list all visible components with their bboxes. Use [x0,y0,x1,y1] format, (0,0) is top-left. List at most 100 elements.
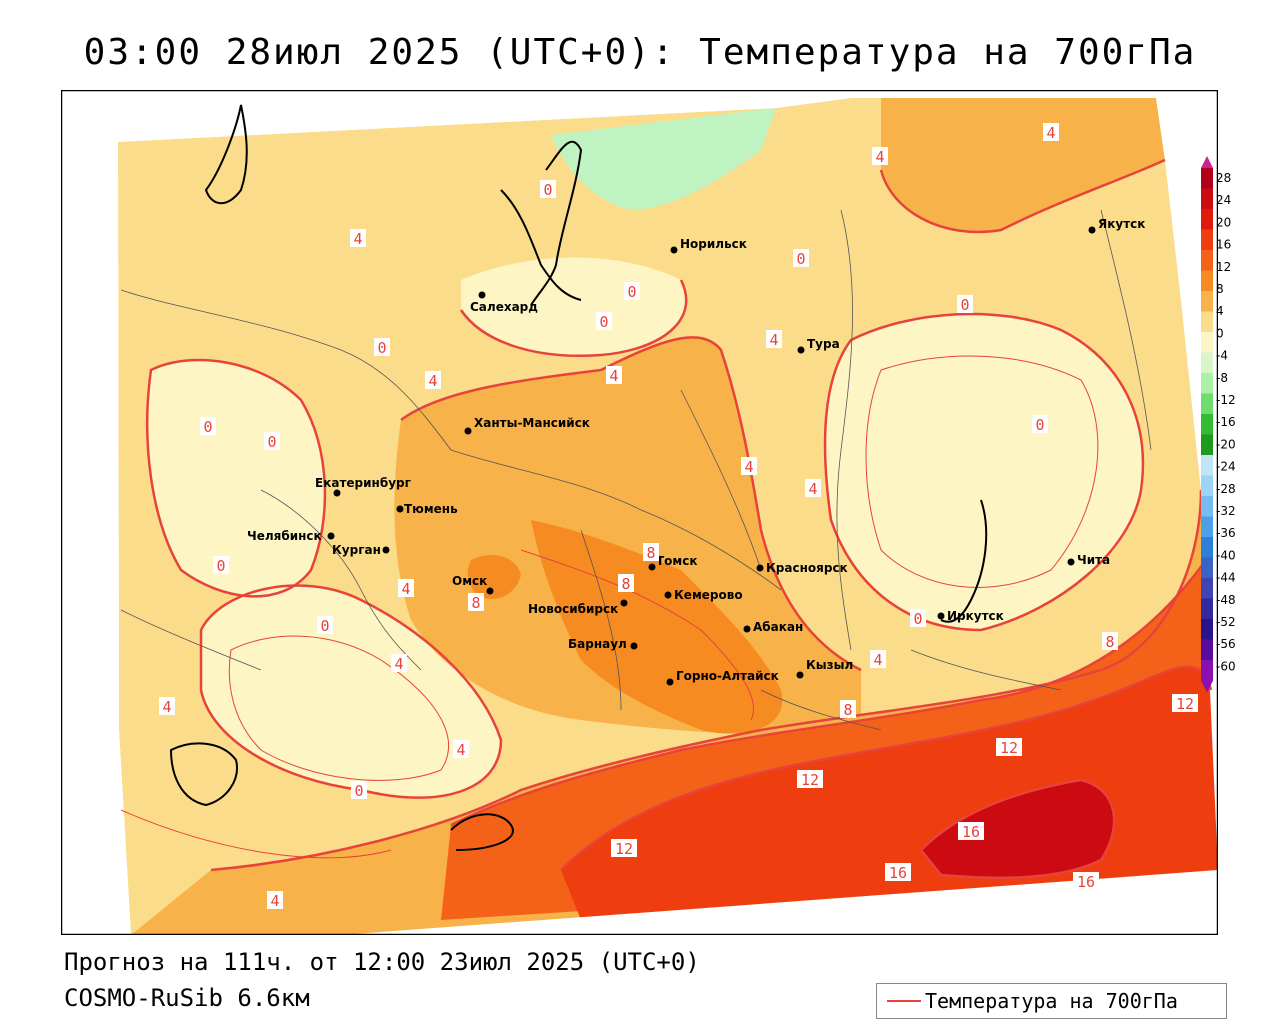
colorbar-swatch [1201,168,1213,189]
colorbar-swatch [1201,639,1213,660]
contour-label: 0 [320,617,329,635]
city-label: Салехард [470,300,538,314]
contour-label-box [213,556,229,574]
contour-label: 0 [913,610,922,628]
city-label: Томск [656,554,698,568]
city-label: Кемерово [674,588,743,602]
contour-label-box [317,616,333,634]
colorbar-swatch [1201,270,1213,291]
contour-label: 0 [796,250,805,268]
contour-label-box [468,593,484,611]
colorbar-swatch [1201,250,1213,271]
contour-label-box [200,417,216,435]
colorbar-label: 16 [1216,238,1231,252]
contour-label: 8 [621,575,630,593]
contour-label-box [453,740,469,758]
contour-label: 4 [875,148,884,166]
contour-label: 8 [1105,633,1114,651]
contour-label-box [1073,872,1099,890]
city-marker [756,564,764,572]
colorbar-label: 8 [1216,282,1224,296]
colorbar-label: -20 [1216,437,1236,451]
contour-label-box [596,312,612,330]
city-label: Иркутск [947,609,1004,623]
contour-label-box [805,479,821,497]
contour-label: 0 [627,283,636,301]
colorbar-swatch [1201,557,1213,578]
city-marker [630,642,638,650]
city-marker [670,246,678,254]
green-region-taymyr [551,108,776,210]
city-label: Новосибирск [528,602,618,616]
contour-label-box [1032,415,1048,433]
contour-label: 4 [270,892,279,910]
contour-label-box [398,579,414,597]
colorbar-label: -52 [1216,615,1236,629]
warm-region-northeast [881,98,1165,232]
city-label: Абакан [753,620,803,634]
colorbar-swatches [1201,156,1213,693]
city-marker [1088,226,1096,234]
city-markers: Норильск Якутск Салехард Тура Ханты-Мансийск… [247,217,1145,686]
contour-label-box [374,338,390,356]
colorbar-label: 0 [1216,326,1224,340]
colorbar-swatch [1201,291,1213,312]
contour-label-box [643,543,659,561]
contour-label: 12 [615,840,633,858]
colorbar-label: -4 [1216,349,1228,363]
contour-label: 0 [599,313,608,331]
city-marker [620,599,628,607]
city-label: Екатеринбург [315,476,411,490]
model-caption: COSMO-RuSib 6.6км [64,984,310,1012]
contour-label: 4 [428,372,437,390]
contour-label: 0 [267,433,276,451]
colorbar-swatch [1201,578,1213,599]
city-marker [396,505,404,513]
contour-label-box [1043,123,1059,141]
contour-label: 0 [203,418,212,436]
city-label: Красноярск [766,561,848,575]
contour-label: 0 [216,557,225,575]
colorbar-label: -36 [1216,526,1236,540]
city-marker [666,678,674,686]
colorbar-swatch [1201,352,1213,373]
colorbar-label: 12 [1216,260,1231,274]
city-label: Чита [1077,553,1110,567]
city-label: Кызыл [806,658,853,672]
colorbar-label: -24 [1216,460,1236,474]
city-marker [486,587,494,595]
city-marker [664,591,672,599]
hottest-region-mongolia [921,780,1115,878]
colorbar-label: -44 [1216,571,1236,585]
colorbar-swatch [1201,619,1213,640]
contour-label-box [425,371,441,389]
contour-label: 0 [354,782,363,800]
contour-label-box [870,650,886,668]
colorbar-swatch [1201,434,1213,455]
map-frame [61,90,1218,935]
contour-label: 4 [744,458,753,476]
contour-label: 16 [962,823,980,841]
colorbar-swatch [1201,475,1213,496]
colorbar: 28 24 20 16 12 8 4 0 -4 -8 -12 -16 -20 -24 -28 -32 -36 -4… [1201,156,1236,693]
city-label: Ханты-Мансийск [474,416,590,430]
colorbar-label: -60 [1216,659,1236,673]
legend-line-swatch [887,1000,921,1002]
city-label: Норильск [680,237,747,251]
contour-label: 4 [808,480,817,498]
colorbar-swatch [1201,393,1213,414]
colorbar-swatch [1201,229,1213,250]
city-marker [796,671,804,679]
contour-label: 4 [162,698,171,716]
city-marker [333,489,341,497]
contour-label-box [264,432,280,450]
city-marker [382,546,390,554]
city-label: Омск [452,574,487,588]
colorbar-label: 28 [1216,171,1231,185]
colorbar-label: -28 [1216,482,1236,496]
contour-label-box [766,330,782,348]
contour-label: 0 [960,296,969,314]
city-marker [327,532,335,540]
city-marker [648,563,656,571]
colorbar-swatch [1201,516,1213,537]
